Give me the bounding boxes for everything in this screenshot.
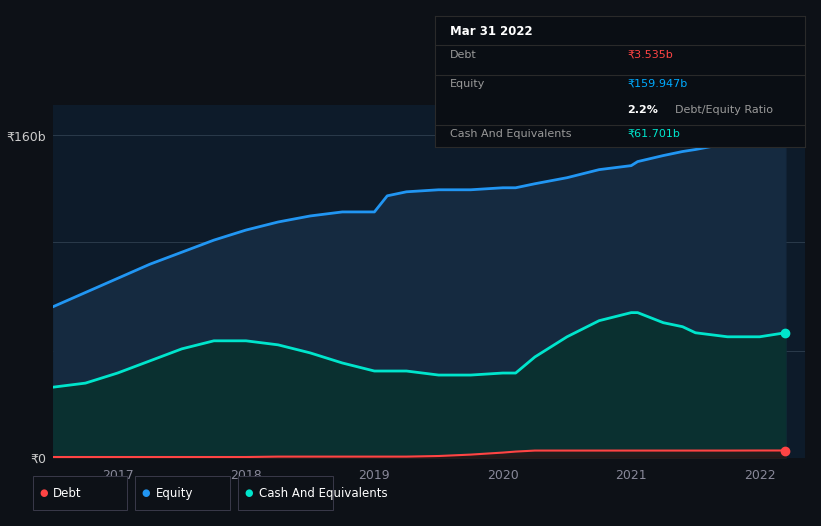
Text: 2.2%: 2.2% xyxy=(627,105,658,115)
Text: Equity: Equity xyxy=(450,79,485,89)
Text: Cash And Equivalents: Cash And Equivalents xyxy=(450,129,571,139)
Text: ₹159.947b: ₹159.947b xyxy=(627,79,687,89)
Text: ₹3.535b: ₹3.535b xyxy=(627,50,673,60)
Text: Cash And Equivalents: Cash And Equivalents xyxy=(259,487,388,500)
Text: Debt: Debt xyxy=(450,50,477,60)
Text: ●: ● xyxy=(142,488,150,499)
Text: ●: ● xyxy=(245,488,253,499)
Text: Debt: Debt xyxy=(53,487,82,500)
Text: Equity: Equity xyxy=(156,487,194,500)
Text: Debt/Equity Ratio: Debt/Equity Ratio xyxy=(675,105,773,115)
Text: ₹61.701b: ₹61.701b xyxy=(627,129,680,139)
Text: Mar 31 2022: Mar 31 2022 xyxy=(450,25,533,38)
Text: ●: ● xyxy=(39,488,48,499)
